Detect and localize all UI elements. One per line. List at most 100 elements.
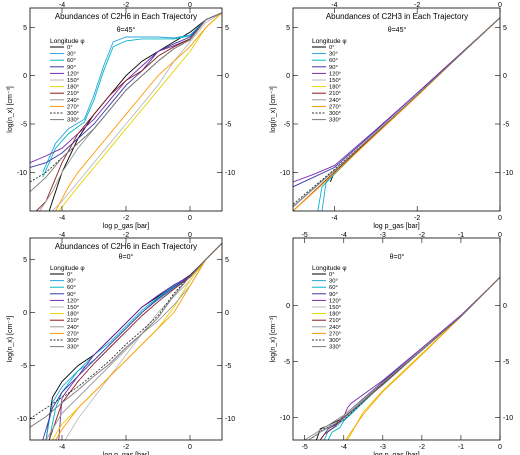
series-line-120deg [293,17,500,183]
legend-label: 270° [329,104,341,110]
legend-label: 0° [329,272,335,278]
legend-label: 150° [67,78,79,84]
x-axis-label: log p_gas [bar] [103,223,149,230]
y-tick-label: 0 [286,73,290,80]
legend-label: 300° [67,338,79,344]
legend-label: 330° [329,345,341,351]
x-tick-label: 0 [498,215,502,222]
y-tick-label: 0 [23,73,27,80]
series-line-270deg [55,12,222,211]
series-line-150deg [52,12,222,211]
x-tick-label-top: -4 [59,2,65,9]
y-tick-label: -10 [17,170,27,177]
series-line-30deg [321,17,500,211]
x-tick-label: 0 [188,444,192,451]
y-tick-label: 0 [23,310,27,317]
x-tick-label-top: -2 [123,232,129,239]
legend-label: 60° [67,285,76,291]
y-tick-label: 5 [23,257,27,264]
legend-label: 120° [67,71,79,77]
x-tick-label: -4 [59,444,65,451]
y-tick-label-right: -5 [503,122,509,129]
panel-c2h6-theta0: -4 -4 -2 -2 0 0 -10 -10 -5 -5 0 0 5 5 Abundances of C2… [7,232,235,455]
legend-header: Longitude φ [50,265,85,272]
series-line-30deg [42,12,222,173]
series-line-0deg [48,12,222,211]
x-tick-label-top: -2 [419,232,425,239]
series-line-210deg [36,12,222,211]
series-group [304,276,500,440]
series-line-270deg [345,276,500,440]
x-tick-label: -2 [123,215,129,222]
series-group [30,242,222,440]
legend-label: 150° [329,78,341,84]
legend-label: 120° [67,298,79,304]
x-tick-label-top: -4 [59,232,65,239]
legend-label: 90° [67,65,76,71]
series-line-330deg [30,12,222,193]
series-line-210deg [48,242,222,440]
legend-label: 0° [329,45,335,51]
x-tick-label: -5 [302,444,308,451]
legend-label: 270° [67,104,79,110]
chart-title: Abundances of C2H3 in Each Trajectory [326,12,468,21]
series-line-180deg [347,276,500,440]
legend-label: 270° [67,331,79,337]
series-line-180deg [58,12,222,211]
y-tick-label-right: -10 [503,415,513,422]
y-tick-label: -10 [280,415,290,422]
legend-label: 180° [67,312,79,318]
legend-label: 60° [329,58,338,64]
y-tick-label-right: -5 [503,359,509,366]
legend-label: 90° [329,292,338,298]
x-axis-label: log p_gas [bar] [373,452,419,455]
legend-label: 330° [67,345,79,351]
legend-label: 30° [329,279,338,285]
legend-label: 30° [67,52,76,58]
x-tick-label: -4 [59,215,65,222]
x-tick-label-top: -2 [123,2,129,9]
x-axis-label: log p_gas [bar] [373,223,419,230]
legend-label: 30° [329,52,338,58]
series-group [293,17,500,211]
x-tick-label: -1 [458,444,464,451]
legend-header: Longitude φ [312,265,347,272]
legend-label: 180° [67,85,79,91]
series-line-0deg [329,17,500,183]
y-axis-label: log(n_x) [cm⁻³] [7,316,14,363]
y-tick-label-right: -10 [503,170,513,177]
legend-label: 210° [67,91,79,97]
legend-label: 330° [329,118,341,124]
y-tick-label: 5 [286,25,290,32]
x-tick-label-top: -3 [380,232,386,239]
chart-title: Abundances of C2H6 in Each Trajectory [55,242,197,251]
x-tick-label-top: -1 [458,232,464,239]
legend-label: 300° [67,111,79,117]
series-group [30,12,222,211]
series-line-120deg [343,276,500,417]
y-axis-label: log(n_x) [cm⁻³] [270,316,277,363]
legend-label: 150° [329,305,341,311]
x-tick-label-top: -4 [331,2,337,9]
y-tick-label-right: -10 [225,416,235,423]
series-line-60deg [42,12,222,178]
plot-frame [292,237,501,441]
legend-label: 180° [329,312,341,318]
series-line-60deg [317,17,500,211]
chart-subtitle: θ=0° [119,253,134,261]
y-tick-label-right: 5 [225,25,229,32]
legend-label: 120° [329,71,341,77]
chart-subtitle: θ=45° [388,26,407,34]
x-tick-label: -2 [419,444,425,451]
legend-label: 120° [329,298,341,304]
y-tick-label: -5 [284,122,290,129]
y-tick-label: -5 [21,122,27,129]
y-tick-label-right: 0 [503,303,507,310]
y-axis-label: log(n_x) [cm⁻³] [270,86,277,133]
series-line-300deg [312,276,500,439]
x-tick-label-top: 0 [498,232,502,239]
y-tick-label-right: -10 [225,170,235,177]
x-tick-label: -2 [414,215,420,222]
x-tick-label-top: -4 [341,232,347,239]
x-tick-label-top: 0 [498,2,502,9]
